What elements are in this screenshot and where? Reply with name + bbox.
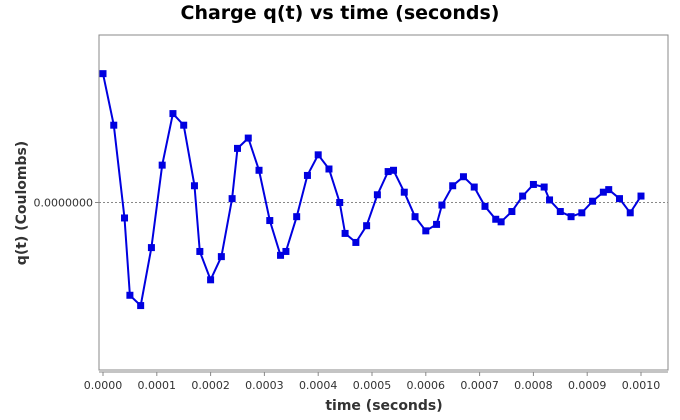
- data-point-marker: [126, 291, 134, 299]
- data-point-marker: [341, 229, 349, 237]
- data-point-marker: [303, 171, 311, 179]
- data-point-marker: [589, 197, 597, 205]
- data-point-marker: [497, 218, 505, 226]
- x-tick-label: 0.0005: [353, 379, 392, 392]
- data-point-marker: [567, 213, 575, 221]
- data-point-marker: [217, 253, 225, 261]
- data-point-marker: [449, 182, 457, 190]
- data-point-marker: [314, 151, 322, 159]
- y-axis-ticks: 0.0000000: [34, 197, 99, 210]
- data-point-marker: [599, 188, 607, 196]
- data-point-marker: [433, 220, 441, 228]
- data-point-marker: [282, 247, 290, 255]
- series-group: [99, 70, 645, 310]
- data-point-marker: [277, 251, 285, 259]
- data-point-marker: [470, 183, 478, 191]
- data-point-marker: [293, 213, 301, 221]
- data-point-marker: [519, 192, 527, 200]
- x-axis-ticks: 0.0000 0.0001 0.0002 0.0003 0.0004 0.0005 0.00…: [84, 372, 661, 392]
- data-point-marker: [196, 247, 204, 255]
- data-point-marker: [492, 215, 500, 223]
- data-point-marker: [137, 302, 145, 310]
- data-point-marker: [373, 191, 381, 199]
- data-point-marker: [207, 276, 215, 284]
- data-point-marker: [180, 121, 188, 129]
- data-point-marker: [540, 183, 548, 191]
- data-point-marker: [121, 214, 129, 222]
- data-point-marker: [234, 144, 241, 152]
- data-point-marker: [438, 201, 446, 209]
- x-tick-label: 0.0007: [460, 379, 499, 392]
- data-point-marker: [147, 244, 155, 252]
- data-point-marker: [637, 192, 645, 200]
- data-point-marker: [244, 134, 252, 142]
- data-point-marker: [459, 173, 467, 181]
- x-tick-label: 0.0003: [245, 379, 284, 392]
- data-point-marker: [110, 121, 118, 129]
- x-tick-label: 0.0002: [191, 379, 230, 392]
- data-point-marker: [605, 186, 613, 194]
- data-point-marker: [529, 180, 537, 188]
- data-point-marker: [190, 182, 198, 190]
- x-tick-label: 0.0000: [84, 379, 123, 392]
- data-point-marker: [546, 196, 554, 204]
- data-point-marker: [556, 208, 564, 216]
- data-point-marker: [481, 202, 489, 210]
- data-point-marker: [400, 188, 408, 196]
- data-point-marker: [158, 161, 166, 169]
- data-point-marker: [411, 213, 419, 221]
- data-point-marker: [384, 168, 392, 176]
- chart-title: Charge q(t) vs time (seconds): [180, 2, 500, 24]
- data-point-marker: [266, 217, 274, 225]
- data-point-marker: [615, 195, 623, 203]
- data-point-marker: [508, 208, 516, 216]
- x-tick-label: 0.0006: [407, 379, 446, 392]
- x-axis-label: time (seconds): [325, 398, 442, 414]
- data-point-marker: [422, 227, 430, 235]
- x-tick-label: 0.0004: [299, 379, 338, 392]
- data-point-marker: [336, 199, 344, 206]
- x-tick-label: 0.0009: [568, 379, 607, 392]
- data-point-marker: [363, 222, 371, 230]
- data-point-marker: [626, 209, 634, 217]
- x-tick-label: 0.0010: [622, 379, 661, 392]
- y-axis-label: q(t) (Coulombs): [14, 141, 30, 265]
- data-point-marker: [228, 195, 236, 203]
- data-point-marker: [390, 166, 398, 174]
- y-tick-label: 0.0000000: [34, 197, 94, 210]
- data-point-marker: [99, 70, 107, 78]
- x-tick-label: 0.0001: [138, 379, 177, 392]
- x-tick-label: 0.0008: [514, 379, 553, 392]
- data-point-marker: [352, 238, 360, 246]
- data-point-marker: [169, 110, 177, 118]
- data-point-marker: [325, 165, 333, 173]
- data-point-marker: [578, 209, 586, 217]
- data-point-marker: [255, 166, 263, 174]
